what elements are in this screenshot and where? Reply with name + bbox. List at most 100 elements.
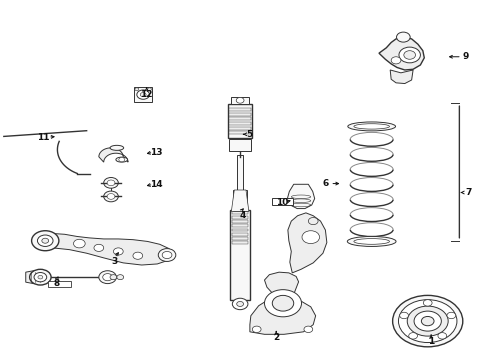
Circle shape [107, 180, 115, 186]
Circle shape [119, 157, 124, 162]
Polygon shape [288, 184, 315, 208]
Circle shape [30, 269, 51, 285]
Ellipse shape [110, 145, 123, 150]
Bar [229, 113, 251, 116]
Bar [228, 104, 252, 138]
Bar [229, 117, 251, 120]
Circle shape [302, 231, 319, 244]
Bar [229, 122, 251, 125]
Circle shape [117, 275, 123, 280]
Circle shape [252, 326, 261, 333]
Polygon shape [26, 271, 46, 284]
Text: 6: 6 [322, 179, 328, 188]
Bar [232, 233, 248, 236]
Bar [230, 210, 250, 300]
Circle shape [104, 191, 118, 202]
Circle shape [137, 90, 149, 99]
Bar [232, 229, 248, 231]
Circle shape [237, 301, 244, 306]
Text: 9: 9 [463, 52, 469, 61]
Circle shape [38, 275, 43, 279]
Circle shape [407, 306, 448, 336]
Circle shape [272, 296, 294, 311]
Circle shape [392, 296, 463, 347]
Bar [232, 220, 248, 223]
Bar [134, 87, 152, 102]
Bar [232, 224, 248, 227]
Circle shape [423, 300, 432, 306]
Bar [232, 242, 248, 244]
Circle shape [396, 32, 410, 42]
Circle shape [421, 316, 434, 326]
Bar [229, 127, 251, 130]
Polygon shape [99, 148, 128, 162]
Circle shape [308, 217, 318, 225]
Text: 2: 2 [273, 333, 279, 342]
Circle shape [438, 333, 447, 339]
Polygon shape [390, 70, 413, 84]
Circle shape [398, 300, 457, 342]
Polygon shape [288, 213, 327, 273]
Text: 12: 12 [140, 90, 153, 99]
Ellipse shape [354, 124, 390, 129]
Text: 4: 4 [240, 211, 246, 220]
Bar [229, 139, 251, 152]
Circle shape [447, 312, 456, 319]
Circle shape [94, 244, 104, 251]
Polygon shape [39, 234, 172, 265]
Bar [237, 155, 243, 210]
Bar [233, 190, 247, 211]
Circle shape [391, 57, 401, 64]
Polygon shape [250, 272, 316, 334]
Bar [231, 97, 249, 104]
Circle shape [37, 235, 53, 247]
Circle shape [414, 311, 441, 331]
Circle shape [107, 194, 115, 199]
Bar [48, 281, 71, 287]
Text: 8: 8 [53, 279, 60, 288]
Polygon shape [379, 37, 424, 70]
Circle shape [103, 274, 113, 281]
Circle shape [158, 249, 176, 261]
Circle shape [162, 251, 172, 258]
Ellipse shape [348, 122, 395, 131]
Bar [229, 131, 251, 134]
Circle shape [140, 93, 146, 97]
Circle shape [31, 231, 59, 251]
Circle shape [133, 252, 143, 259]
Ellipse shape [347, 237, 396, 247]
Circle shape [236, 98, 244, 103]
Circle shape [74, 239, 85, 248]
Ellipse shape [354, 239, 390, 244]
Text: 7: 7 [465, 188, 471, 197]
Circle shape [99, 271, 116, 284]
Ellipse shape [116, 157, 127, 162]
Text: 5: 5 [246, 130, 252, 139]
Bar [229, 108, 251, 111]
Bar [232, 237, 248, 240]
Bar [232, 211, 248, 214]
Circle shape [265, 290, 301, 317]
Circle shape [42, 238, 49, 243]
Text: 11: 11 [37, 132, 49, 141]
Circle shape [110, 275, 117, 280]
Bar [232, 216, 248, 219]
Circle shape [104, 177, 118, 188]
Text: 13: 13 [150, 148, 163, 157]
Circle shape [34, 273, 47, 282]
Circle shape [304, 326, 313, 333]
Circle shape [409, 333, 417, 339]
Circle shape [114, 248, 123, 255]
Polygon shape [231, 190, 249, 211]
Bar [272, 198, 293, 205]
Circle shape [147, 88, 151, 91]
Text: 10: 10 [276, 198, 288, 207]
Circle shape [135, 88, 139, 91]
Circle shape [404, 51, 416, 59]
Text: 1: 1 [428, 337, 434, 346]
Circle shape [232, 298, 248, 310]
Circle shape [399, 47, 420, 63]
Circle shape [400, 312, 409, 319]
Text: 14: 14 [150, 180, 163, 189]
Text: 3: 3 [111, 257, 118, 266]
